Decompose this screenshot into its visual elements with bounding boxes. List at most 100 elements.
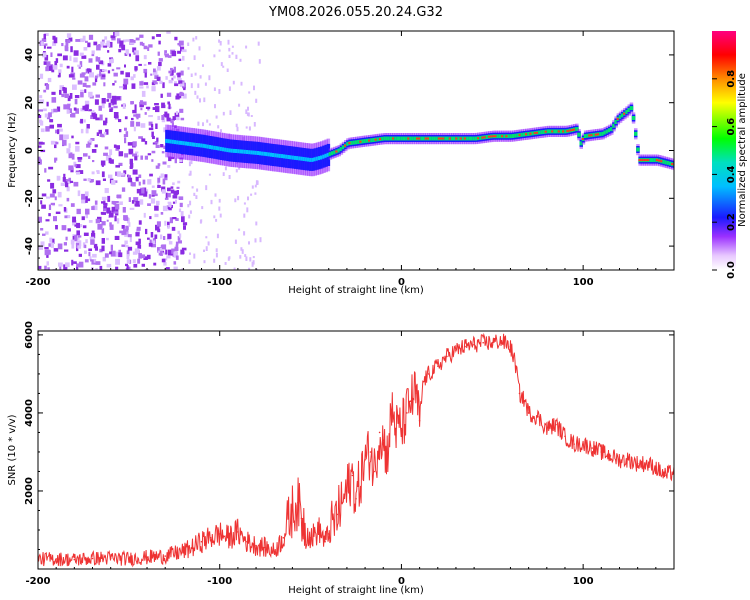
noise-speckle xyxy=(106,99,110,102)
noise-speckle xyxy=(138,174,142,178)
noise-speckle xyxy=(206,119,209,123)
noise-speckle xyxy=(257,41,260,46)
signal-core xyxy=(202,143,206,148)
noise-speckle xyxy=(181,49,187,53)
noise-speckle xyxy=(129,42,135,45)
noise-speckle xyxy=(159,80,163,84)
noise-speckle xyxy=(59,89,62,95)
noise-speckle xyxy=(85,104,89,110)
noise-speckle xyxy=(91,171,95,175)
noise-speckle xyxy=(233,267,236,270)
snr-y-ticks: 2000 4000 6000 xyxy=(24,321,674,550)
noise-speckle xyxy=(168,70,171,74)
noise-speckle xyxy=(53,108,58,113)
noise-speckle xyxy=(104,146,109,150)
signal-core xyxy=(607,128,612,133)
noise-speckle xyxy=(101,245,105,252)
noise-speckle xyxy=(182,93,187,99)
noise-speckle xyxy=(165,76,168,80)
noise-speckle xyxy=(99,133,104,137)
noise-speckle xyxy=(193,192,196,196)
signal-core xyxy=(446,136,450,141)
signal-core xyxy=(267,152,272,157)
noise-speckle xyxy=(258,59,261,64)
signal-core xyxy=(178,140,182,145)
noise-speckle xyxy=(128,148,134,155)
snr-point xyxy=(655,466,657,469)
noise-speckle xyxy=(152,80,157,83)
signal-core xyxy=(592,132,597,137)
noise-speckle xyxy=(189,170,192,176)
noise-speckle xyxy=(171,77,174,81)
noise-speckle xyxy=(179,159,183,163)
noise-speckle xyxy=(116,218,120,224)
noise-speckle xyxy=(109,59,114,64)
noise-speckle xyxy=(167,187,171,192)
noise-speckle xyxy=(124,244,129,248)
signal-core xyxy=(237,149,241,154)
noise-speckle xyxy=(188,214,191,219)
noise-speckle xyxy=(147,179,152,185)
noise-speckle xyxy=(239,255,242,259)
noise-speckle xyxy=(113,144,117,148)
noise-speckle xyxy=(87,178,91,182)
noise-speckle xyxy=(107,63,112,67)
noise-speckle xyxy=(76,171,81,175)
noise-speckle xyxy=(72,216,76,223)
noise-speckle xyxy=(118,252,123,258)
noise-speckle xyxy=(205,246,208,251)
noise-speckle xyxy=(91,54,95,57)
noise-speckle xyxy=(84,76,89,82)
snr-point xyxy=(591,447,593,449)
noise-speckle xyxy=(151,190,157,196)
noise-speckle xyxy=(38,216,42,223)
noise-speckle xyxy=(160,173,164,178)
noise-speckle xyxy=(163,236,166,240)
signal-core xyxy=(326,152,331,157)
signal-core xyxy=(601,131,605,136)
noise-speckle xyxy=(176,93,182,99)
noise-speckle xyxy=(68,165,74,171)
noise-speckle xyxy=(77,157,83,160)
noise-speckle xyxy=(57,129,60,135)
noise-speckle xyxy=(156,76,161,82)
snr-point xyxy=(264,546,266,549)
signal-core xyxy=(200,143,204,148)
noise-speckle xyxy=(103,152,108,156)
snr-point xyxy=(146,556,148,559)
noise-speckle xyxy=(156,66,161,71)
noise-speckle xyxy=(181,268,185,270)
noise-speckle xyxy=(143,63,147,66)
noise-speckle xyxy=(103,45,108,48)
signal-core xyxy=(213,145,217,150)
noise-speckle xyxy=(219,41,222,46)
noise-speckle xyxy=(168,103,171,110)
noise-speckle xyxy=(227,39,230,45)
signal-core xyxy=(586,133,590,138)
snr-point xyxy=(437,365,439,367)
noise-speckle xyxy=(79,38,85,43)
noise-speckle xyxy=(143,256,148,260)
signal-core xyxy=(243,149,248,154)
noise-speckle xyxy=(203,97,206,103)
noise-speckle xyxy=(78,170,84,174)
noise-speckle xyxy=(195,36,198,40)
noise-speckle xyxy=(182,222,188,226)
noise-speckle xyxy=(40,228,44,231)
noise-speckle xyxy=(98,129,102,134)
noise-speckle xyxy=(155,106,160,113)
noise-speckle xyxy=(203,249,205,252)
noise-speckle xyxy=(69,108,72,113)
snr-point xyxy=(324,540,326,543)
noise-speckle xyxy=(61,43,64,47)
noise-speckle xyxy=(158,58,163,62)
signal-core xyxy=(313,157,317,162)
noise-speckle xyxy=(213,87,216,91)
noise-speckle xyxy=(71,243,75,249)
noise-speckle xyxy=(171,69,174,76)
signal-core xyxy=(324,153,328,158)
noise-speckle xyxy=(80,128,84,134)
noise-speckle xyxy=(104,36,108,40)
noise-speckle xyxy=(38,114,42,119)
noise-speckle xyxy=(85,208,90,215)
